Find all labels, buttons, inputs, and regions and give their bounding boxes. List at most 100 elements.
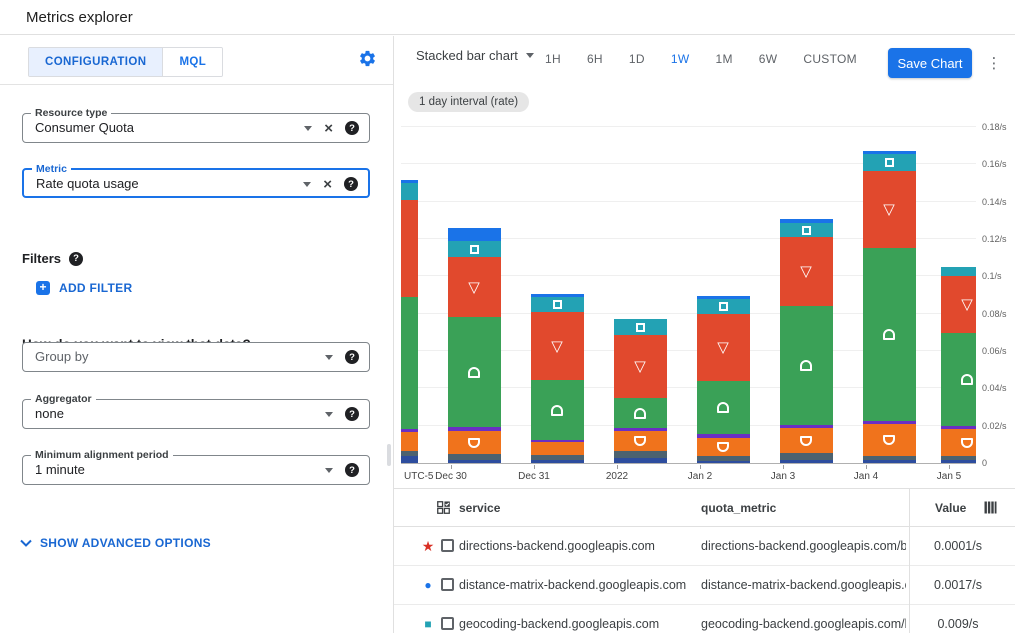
bar-segment-series-navy[interactable] bbox=[447, 460, 501, 463]
help-icon[interactable]: ? bbox=[69, 251, 84, 266]
column-header-value[interactable]: Value bbox=[935, 501, 967, 515]
tab-configuration[interactable]: CONFIGURATION bbox=[29, 48, 163, 76]
bar-segment-series-red[interactable]: ▽ bbox=[530, 312, 584, 380]
bar-segment-series-orange[interactable] bbox=[779, 428, 833, 453]
bar-segment-series-teal[interactable] bbox=[696, 299, 750, 314]
time-range-6h[interactable]: 6H bbox=[574, 46, 616, 72]
bar-segment-series-teal[interactable] bbox=[447, 241, 501, 257]
help-icon[interactable]: ? bbox=[345, 463, 359, 477]
bar-segment-series-purple[interactable] bbox=[447, 427, 501, 431]
bar-segment-series-slate[interactable] bbox=[862, 456, 916, 460]
bar-segment-series-navy[interactable] bbox=[401, 456, 418, 463]
row-checkbox[interactable] bbox=[441, 617, 454, 630]
metric-field[interactable]: Metric Rate quota usage × ? bbox=[22, 163, 370, 198]
bar-segment-series-slate[interactable] bbox=[447, 454, 501, 460]
bar-segment-series-orange[interactable] bbox=[530, 442, 584, 455]
clear-icon[interactable]: × bbox=[323, 175, 332, 193]
clear-icon[interactable]: × bbox=[324, 119, 333, 137]
bar-segment-series-blue[interactable] bbox=[447, 228, 501, 241]
bar-segment-series-blue[interactable] bbox=[779, 219, 833, 223]
bar-segment-series-green[interactable] bbox=[401, 297, 418, 429]
left-panel-scrollbar[interactable] bbox=[387, 444, 391, 466]
bar-segment-series-red[interactable]: ▽ bbox=[696, 314, 750, 381]
row-checkbox[interactable] bbox=[441, 578, 454, 591]
bar-segment-series-red[interactable]: ▽ bbox=[940, 276, 976, 333]
time-range-6w[interactable]: 6W bbox=[746, 46, 791, 72]
stacked-bar-jan-5[interactable]: ▽ bbox=[940, 267, 976, 463]
bar-segment-series-slate[interactable] bbox=[779, 453, 833, 460]
bar-segment-series-slate[interactable] bbox=[696, 456, 750, 461]
bar-segment-series-slate[interactable] bbox=[401, 451, 418, 456]
help-icon[interactable]: ? bbox=[345, 121, 359, 135]
settings-gear-icon[interactable] bbox=[357, 49, 377, 69]
bar-segment-series-slate[interactable] bbox=[940, 456, 976, 460]
bar-segment-series-navy[interactable] bbox=[940, 460, 976, 463]
more-options-icon[interactable]: ⋮ bbox=[984, 50, 1004, 76]
stacked-bar-dec-31[interactable]: ▽ bbox=[530, 294, 584, 463]
time-range-1h[interactable]: 1H bbox=[532, 46, 574, 72]
stacked-bar-jan-3[interactable]: ▽ bbox=[779, 219, 833, 463]
bar-segment-series-purple[interactable] bbox=[940, 426, 976, 429]
stacked-bar-2022[interactable]: ▽ bbox=[613, 319, 667, 463]
bar-segment-series-teal[interactable] bbox=[779, 223, 833, 237]
min-alignment-field[interactable]: Minimum alignment period 1 minute ? bbox=[22, 449, 370, 485]
bar-segment-series-blue[interactable] bbox=[401, 180, 418, 183]
chevron-down-icon[interactable] bbox=[325, 354, 333, 360]
bar-segment-series-red[interactable]: ▽ bbox=[862, 171, 916, 248]
help-icon[interactable]: ? bbox=[345, 350, 359, 364]
bar-segment-series-red[interactable]: ▽ bbox=[779, 237, 833, 306]
bar-segment-series-green[interactable] bbox=[530, 380, 584, 440]
table-row[interactable]: ★ directions-backend.googleapis.com direct… bbox=[394, 527, 1015, 566]
tab-mql[interactable]: MQL bbox=[162, 48, 223, 76]
stacked-bar-jan-4[interactable]: ▽ bbox=[862, 151, 916, 463]
bar-segment-series-teal[interactable] bbox=[530, 297, 584, 312]
bar-segment-series-green[interactable] bbox=[862, 248, 916, 421]
bar-segment-series-blue[interactable] bbox=[862, 151, 916, 154]
bar-segment-series-blue[interactable] bbox=[696, 296, 750, 299]
bar-segment-series-green[interactable] bbox=[696, 381, 750, 434]
bar-segment-series-teal[interactable] bbox=[613, 319, 667, 335]
bar-segment-series-purple[interactable] bbox=[530, 440, 584, 442]
bar-segment-series-green[interactable] bbox=[940, 333, 976, 426]
bar-segment-series-purple[interactable] bbox=[779, 425, 833, 428]
help-icon[interactable]: ? bbox=[344, 177, 358, 191]
toggle-series-visibility-icon[interactable] bbox=[437, 501, 450, 519]
table-row[interactable]: ● distance-matrix-backend.googleapis.com d… bbox=[394, 566, 1015, 605]
bar-segment-series-navy[interactable] bbox=[530, 460, 584, 463]
bar-segment-series-orange[interactable] bbox=[940, 429, 976, 456]
time-range-1m[interactable]: 1M bbox=[702, 46, 745, 72]
bar-segment-series-orange[interactable] bbox=[401, 432, 418, 451]
show-advanced-options-button[interactable]: SHOW ADVANCED OPTIONS bbox=[20, 536, 211, 550]
bar-segment-series-purple[interactable] bbox=[696, 434, 750, 438]
row-checkbox[interactable] bbox=[441, 539, 454, 552]
chevron-down-icon[interactable] bbox=[303, 181, 312, 187]
chevron-down-icon[interactable] bbox=[325, 411, 333, 417]
bar-segment-series-orange[interactable] bbox=[613, 431, 667, 451]
stacked-bar-jan-2[interactable]: ▽ bbox=[696, 296, 750, 463]
bar-segment-series-green[interactable] bbox=[613, 398, 667, 428]
bar-segment-series-teal[interactable] bbox=[940, 267, 976, 276]
stacked-bar-utc-5[interactable] bbox=[401, 180, 418, 463]
table-row[interactable]: ■ geocoding-backend.googleapis.com geocodi… bbox=[394, 605, 1015, 633]
chevron-down-icon[interactable] bbox=[304, 125, 313, 131]
bar-segment-series-orange[interactable] bbox=[447, 431, 501, 454]
bar-segment-series-navy[interactable] bbox=[696, 461, 750, 463]
bar-segment-series-purple[interactable] bbox=[401, 429, 418, 432]
bar-segment-series-purple[interactable] bbox=[862, 421, 916, 424]
bar-segment-series-purple[interactable] bbox=[613, 428, 667, 431]
help-icon[interactable]: ? bbox=[345, 407, 359, 421]
chevron-down-icon[interactable] bbox=[325, 467, 333, 473]
bar-segment-series-blue[interactable] bbox=[530, 294, 584, 297]
column-header-quota-metric[interactable]: quota_metric bbox=[701, 501, 777, 515]
bar-segment-series-teal[interactable] bbox=[401, 183, 418, 200]
stacked-bar-dec-30[interactable]: ▽ bbox=[447, 228, 501, 463]
bar-segment-series-teal[interactable] bbox=[862, 154, 916, 171]
chart-type-selector[interactable]: Stacked bar chart bbox=[416, 48, 534, 63]
group-by-field[interactable]: Group by ? bbox=[22, 342, 370, 372]
add-filter-button[interactable]: + ADD FILTER bbox=[36, 281, 132, 295]
bar-segment-series-slate[interactable] bbox=[530, 455, 584, 460]
time-range-custom[interactable]: CUSTOM bbox=[790, 46, 870, 72]
bar-segment-series-orange[interactable] bbox=[862, 424, 916, 456]
bar-segment-series-red[interactable]: ▽ bbox=[447, 257, 501, 317]
bar-segment-series-navy[interactable] bbox=[613, 458, 667, 463]
